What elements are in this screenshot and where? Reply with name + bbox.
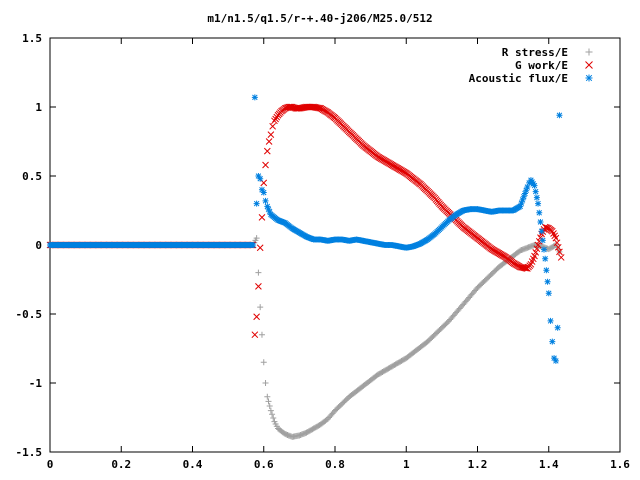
data-point [251,94,258,101]
data-point [554,324,561,331]
data-point [549,338,556,345]
data-point [269,122,277,130]
data-point [585,74,593,82]
data-point [266,208,273,215]
data-point [534,241,542,249]
data-point [542,255,549,262]
data-point [265,138,273,145]
data-point [531,182,538,189]
data-point [269,411,276,418]
data-point [545,290,552,297]
data-marks [46,94,565,440]
data-point [551,355,558,362]
data-point [264,393,271,400]
data-point [253,235,260,242]
series-r-stress-e [47,235,563,440]
data-point [531,252,538,260]
data-point [262,161,269,169]
data-point [258,331,265,338]
data-point [523,187,530,194]
y-tick-label: -1.5 [16,446,43,459]
data-point [532,249,540,256]
data-point [262,380,269,386]
data-point [255,269,262,276]
data-point [536,209,543,216]
x-tick-label: 1.6 [610,458,630,471]
data-point [585,48,593,56]
y-tick-label: -1 [29,377,43,390]
data-point [267,131,275,138]
data-point [552,357,559,364]
y-tick-label: 1 [35,101,42,114]
x-tick-label: 1 [403,458,410,471]
legend-label: R stress/E [502,46,568,59]
axis-ticks: 0 0.2 0.4 0.6 0.8 1 1.2 1.4 1.6 1.5 1 0.5 0 -0.5 -1 -1.… [16,32,631,471]
data-point [539,237,546,244]
data-point [524,184,531,191]
y-tick-label: 0.5 [22,170,42,183]
x-tick-label: 1.2 [468,458,488,471]
x-tick-label: 0.2 [111,458,131,471]
data-point [257,304,264,311]
data-point [533,245,541,253]
y-tick-label: -0.5 [16,308,43,321]
x-tick-label: 0 [47,458,54,471]
data-point [262,197,269,204]
data-point [533,194,540,201]
x-tick-label: 0.8 [325,458,345,471]
data-point [547,317,554,324]
data-point [264,203,271,210]
legend-label: Acoustic flux/E [469,72,568,85]
data-point [315,104,322,112]
data-point [519,196,526,203]
data-point [270,414,277,421]
data-point [266,403,273,409]
data-point [538,228,545,235]
chart-title: m1/n1.5/q1.5/r-+.40-j206/M25.0/512 [207,12,432,25]
data-point [260,189,267,196]
data-point [557,254,565,261]
data-point [253,313,260,321]
data-point [543,267,550,274]
series-acoustic-flux-e [47,94,563,364]
x-tick-label: 1.4 [539,458,559,471]
data-point [257,175,264,182]
legend-label: G work/E [515,59,568,72]
data-point [518,200,525,207]
data-point [526,179,533,186]
data-point [556,112,563,119]
data-point [255,283,262,290]
data-point [267,407,274,414]
data-point [556,248,563,256]
data-point [535,200,542,207]
data-point [544,278,551,285]
data-point [258,214,266,221]
data-point [585,61,593,69]
y-tick-label: 0 [35,239,42,252]
x-tick-label: 0.4 [183,458,203,471]
data-point [265,398,272,405]
data-point [532,188,539,195]
data-point [253,200,260,207]
series-g-work-e [46,103,565,339]
data-point [251,331,259,339]
data-point [258,186,265,193]
data-point [517,203,524,210]
x-tick-label: 0.6 [254,458,274,471]
data-point [541,246,547,253]
data-point [263,147,271,155]
data-point [537,219,544,225]
data-point [522,190,528,197]
data-point [520,193,527,200]
y-tick-label: 1.5 [22,32,42,45]
data-point [265,206,272,213]
data-point [255,173,262,179]
data-point [260,359,267,366]
data-point [256,244,264,252]
data-point [250,242,257,248]
